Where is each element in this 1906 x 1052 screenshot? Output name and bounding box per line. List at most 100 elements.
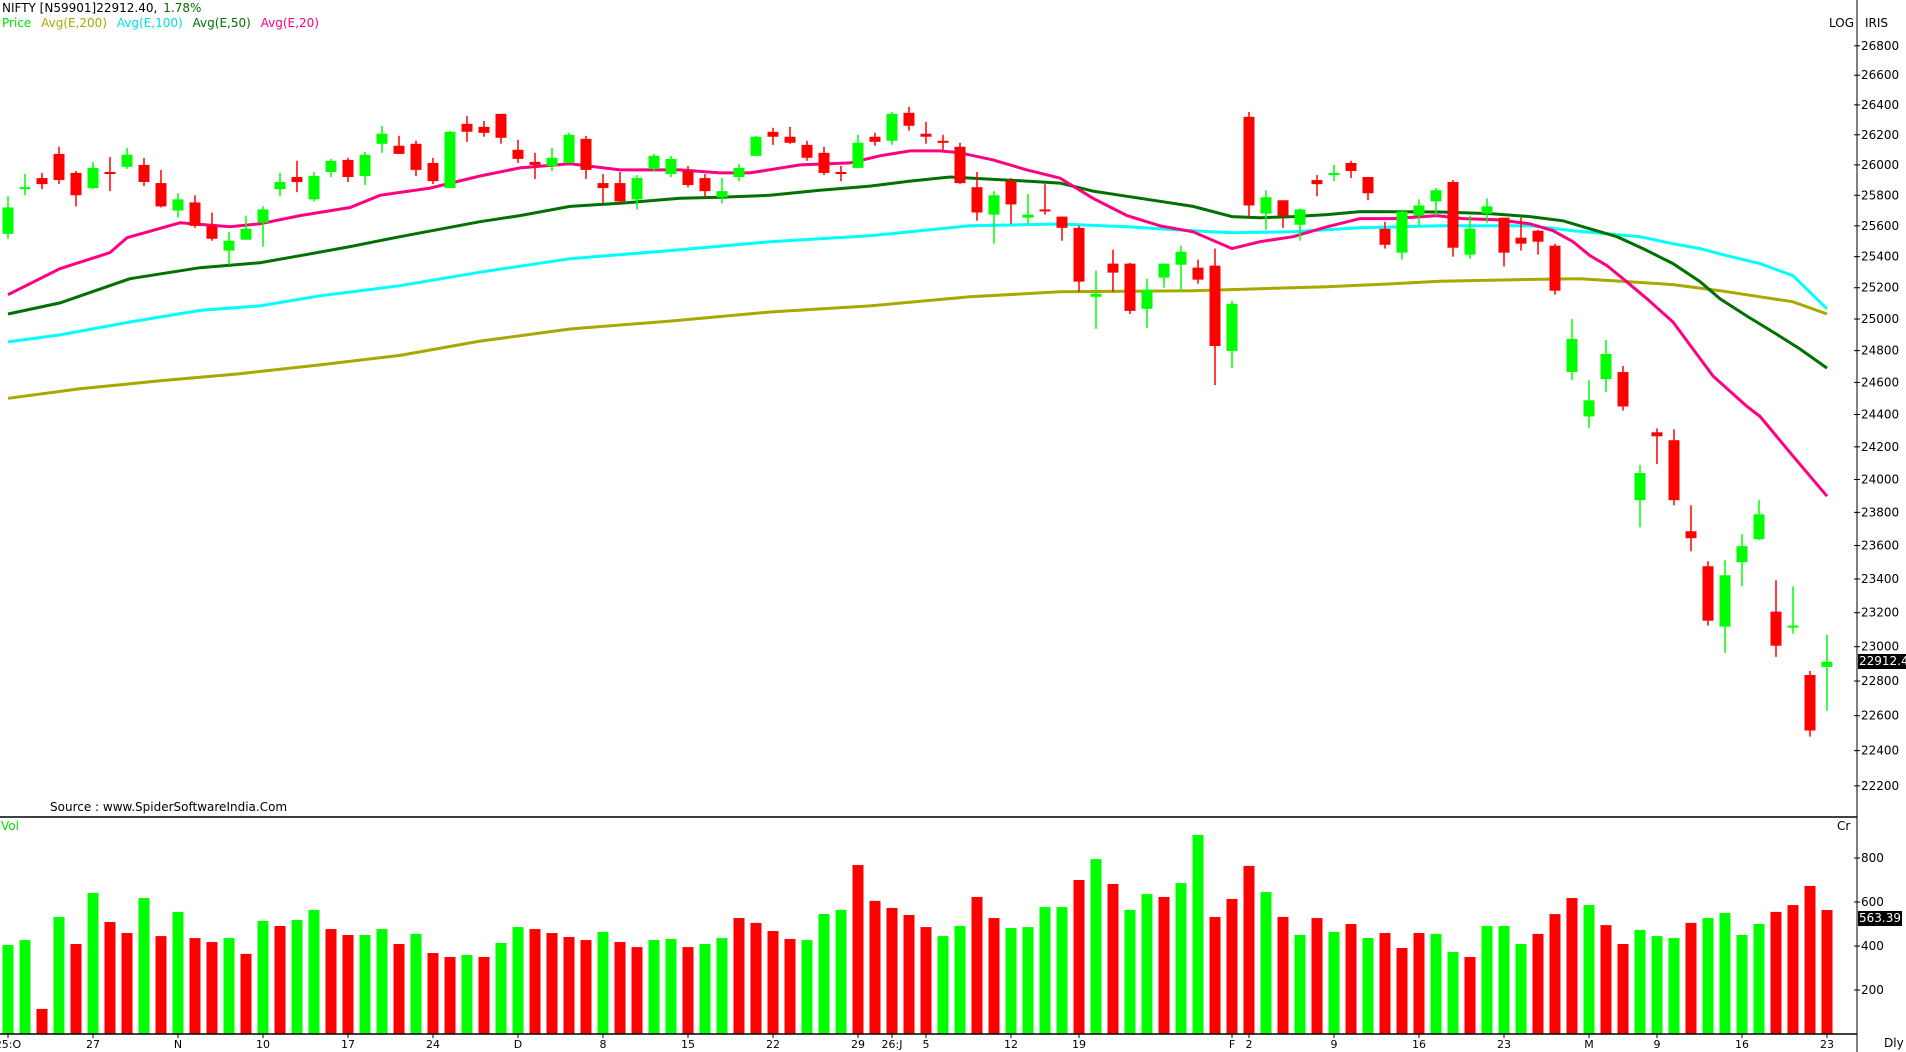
candle — [597, 173, 609, 204]
log-scale-toggle[interactable]: LOG — [1829, 16, 1855, 30]
candle — [1549, 243, 1561, 295]
volume-bar — [988, 918, 1000, 1034]
volume-bar — [920, 927, 932, 1034]
candlesticks — [2, 106, 1833, 737]
candle — [699, 173, 711, 198]
chart-title: NIFTY [N59901]22912.40, 1.78% — [2, 1, 207, 15]
price-tick-label: 23200 — [1861, 606, 1899, 620]
date-tick-label: 19 — [1072, 1038, 1086, 1051]
source-text: Source : www.SpiderSoftwareIndia.Com — [50, 800, 288, 814]
price-tick-label: 23800 — [1861, 505, 1899, 519]
candle — [1039, 184, 1051, 215]
price-tick-label: 25000 — [1861, 312, 1899, 326]
legend-ema100[interactable]: Avg(E,100) — [116, 16, 183, 30]
volume-bar — [359, 935, 371, 1034]
candle — [1804, 670, 1816, 737]
candle — [478, 120, 490, 137]
volume-bar — [1158, 896, 1170, 1034]
price-tick-label: 25600 — [1861, 219, 1899, 233]
volume-bar — [1821, 910, 1833, 1034]
volume-bar — [189, 938, 201, 1034]
volume-bar — [665, 938, 677, 1034]
volume-bar — [376, 929, 388, 1034]
volume-bar — [1464, 957, 1476, 1034]
candle — [1243, 111, 1255, 217]
volume-bar — [631, 947, 643, 1034]
candle — [1158, 263, 1170, 288]
candle — [954, 142, 966, 185]
legend-ema200[interactable]: Avg(E,200) — [41, 16, 107, 30]
price-tick-label: 26000 — [1861, 158, 1899, 172]
candle — [1056, 216, 1068, 241]
volume-bar — [461, 955, 473, 1034]
candle — [1447, 180, 1459, 257]
candle — [971, 172, 983, 221]
volume-bar — [1583, 905, 1595, 1034]
volume-bar — [1362, 938, 1374, 1034]
candle — [19, 173, 31, 196]
date-tick-label: F — [1229, 1038, 1235, 1051]
candle — [1277, 200, 1289, 228]
last-price-tag: 22912.4 — [1858, 654, 1906, 669]
candle — [988, 191, 1000, 244]
volume-bar — [886, 907, 898, 1034]
date-tick-label: 12 — [1004, 1038, 1018, 1051]
candle — [716, 178, 728, 204]
candle — [189, 195, 201, 228]
volume-bar — [818, 914, 830, 1034]
candle — [665, 155, 677, 178]
legend-ema20[interactable]: Avg(E,20) — [260, 16, 319, 30]
candle — [1498, 217, 1510, 267]
volume-bar — [1702, 918, 1714, 1034]
price-tick-label: 24200 — [1861, 440, 1899, 454]
legend-ema50[interactable]: Avg(E,50) — [192, 16, 251, 30]
candle — [1617, 366, 1629, 411]
volume-bar — [1124, 909, 1136, 1034]
date-tick-label: 9 — [1331, 1038, 1338, 1051]
candle — [682, 165, 694, 188]
candle — [563, 132, 575, 163]
candle — [869, 132, 881, 146]
candle — [1702, 561, 1714, 626]
date-tick-label: 5 — [923, 1038, 930, 1051]
volume-bar — [1277, 916, 1289, 1034]
last-volume-tag: 563.39 — [1858, 911, 1902, 926]
candle — [257, 206, 269, 247]
candle — [1685, 505, 1697, 552]
candle — [427, 157, 439, 185]
volume-bar — [1532, 933, 1544, 1034]
candle — [1175, 245, 1187, 291]
candle — [1260, 190, 1272, 230]
volume-bar — [19, 940, 31, 1034]
price-tick-label: 23400 — [1861, 572, 1899, 586]
candle — [1090, 270, 1102, 329]
volume-panel-label: Vol — [1, 819, 19, 833]
candle — [767, 127, 779, 145]
volume-bar — [1498, 925, 1510, 1034]
volume-bar — [1736, 935, 1748, 1034]
candle — [342, 157, 354, 183]
candle — [1073, 225, 1085, 292]
candle — [1005, 178, 1017, 224]
price-tick-label: 24400 — [1861, 408, 1899, 422]
date-tick-label: 2 — [1246, 1038, 1253, 1051]
volume-bar — [1056, 907, 1068, 1034]
period-label[interactable]: Dly — [1884, 1036, 1904, 1050]
candle — [1311, 175, 1323, 197]
price-tick-label: 26600 — [1861, 68, 1899, 82]
candle — [835, 165, 847, 182]
ema-line — [7, 277, 1828, 400]
volume-bar — [36, 1008, 48, 1034]
volume-bar — [104, 922, 116, 1034]
candle — [1328, 164, 1340, 182]
candle — [1430, 188, 1442, 216]
iris-label[interactable]: IRIS — [1865, 16, 1889, 30]
legend-price[interactable]: Price — [2, 16, 32, 30]
volume-bar — [2, 944, 14, 1034]
candle — [1634, 465, 1646, 528]
candle — [308, 172, 320, 202]
candle — [1464, 215, 1476, 259]
volume-bar — [1566, 898, 1578, 1034]
volume-bar — [1345, 924, 1357, 1034]
